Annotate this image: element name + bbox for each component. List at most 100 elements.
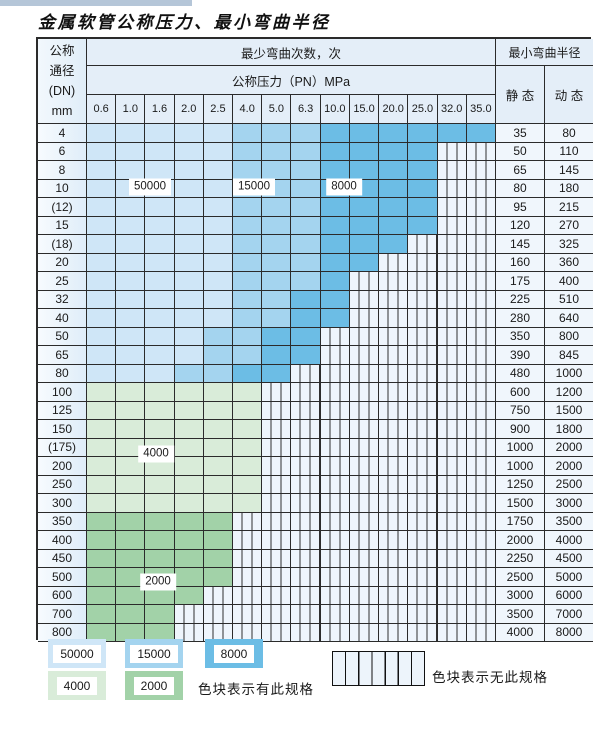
cell-zone-2000 xyxy=(203,531,234,550)
cell-zone-15000 xyxy=(262,309,292,328)
cell-dynamic: 4500 xyxy=(545,549,593,568)
cell-no-spec xyxy=(349,512,380,531)
cell-no-spec xyxy=(262,549,292,568)
header-bend-radius: 最小弯曲半径 xyxy=(496,39,593,66)
legend-swatch-8000: 8000 xyxy=(205,639,263,668)
cell-zone-4000 xyxy=(174,420,204,439)
cell-no-spec xyxy=(320,438,350,457)
cell-no-spec xyxy=(437,179,467,198)
cell-zone-15000 xyxy=(203,346,234,365)
cell-no-spec xyxy=(408,253,438,272)
cell-zone-4000 xyxy=(174,475,204,494)
cell-no-spec xyxy=(466,531,496,550)
cell-dynamic: 215 xyxy=(545,198,593,217)
cell-zone-15000 xyxy=(233,235,263,254)
cell-zone-4000 xyxy=(233,475,263,494)
cell-zone-8000 xyxy=(466,124,496,143)
cell-zone-8000 xyxy=(320,290,350,309)
cell-zone-8000 xyxy=(408,142,438,161)
cell-no-spec xyxy=(408,346,438,365)
cell-zone-50000 xyxy=(87,198,117,217)
cell-zone-8000 xyxy=(379,198,409,217)
cell-no-spec xyxy=(291,438,321,457)
cell-zone-50000 xyxy=(145,161,175,180)
cell-no-spec xyxy=(349,401,380,420)
cell-static: 2500 xyxy=(496,568,545,587)
cell-no-spec xyxy=(349,549,380,568)
cell-zone-4000 xyxy=(87,420,117,439)
cell-no-spec xyxy=(349,346,380,365)
cell-zone-15000 xyxy=(203,364,234,383)
cell-no-spec xyxy=(408,309,438,328)
cell-no-spec xyxy=(320,457,350,476)
cell-zone-8000 xyxy=(320,253,350,272)
cell-no-spec xyxy=(437,401,467,420)
cell-zone-50000 xyxy=(203,124,234,143)
cell-zone-2000 xyxy=(116,586,146,605)
cell-zone-15000 xyxy=(291,124,321,143)
cell-dynamic: 360 xyxy=(545,253,593,272)
cell-dynamic: 6000 xyxy=(545,586,593,605)
cell-zone-15000 xyxy=(174,364,204,383)
cell-dynamic: 400 xyxy=(545,272,593,291)
cell-zone-50000 xyxy=(203,216,234,235)
cell-no-spec xyxy=(262,586,292,605)
cell-zone-50000 xyxy=(203,142,234,161)
cell-no-spec xyxy=(466,272,496,291)
cell-zone-15000 xyxy=(291,216,321,235)
header-dn-line1: 公称 xyxy=(49,44,75,58)
cell-no-spec xyxy=(379,346,409,365)
cell-zone-8000 xyxy=(379,216,409,235)
cell-no-spec xyxy=(466,605,496,624)
cell-no-spec xyxy=(466,346,496,365)
cell-no-spec xyxy=(379,549,409,568)
cell-no-spec xyxy=(437,420,467,439)
cell-zone-8000 xyxy=(262,346,292,365)
cell-dn: (175) xyxy=(38,438,87,457)
cell-no-spec xyxy=(291,549,321,568)
cell-no-spec xyxy=(379,457,409,476)
cell-static: 900 xyxy=(496,420,545,439)
pressure-tick: 2.5 xyxy=(203,95,234,124)
cell-zone-2000 xyxy=(145,512,175,531)
cell-zone-2000 xyxy=(145,605,175,624)
cell-dynamic: 145 xyxy=(545,161,593,180)
pressure-tick: 0.6 xyxy=(87,95,117,124)
cell-static: 1250 xyxy=(496,475,545,494)
cell-zone-50000 xyxy=(174,309,204,328)
cell-dn: 15 xyxy=(38,216,87,235)
cell-zone-8000 xyxy=(320,198,350,217)
cell-static: 35 xyxy=(496,124,545,143)
cell-zone-2000 xyxy=(116,531,146,550)
cell-static: 65 xyxy=(496,161,545,180)
cell-no-spec xyxy=(262,457,292,476)
cell-dn: 6 xyxy=(38,142,87,161)
cell-no-spec xyxy=(408,568,438,587)
cell-no-spec xyxy=(233,586,263,605)
cell-static: 1750 xyxy=(496,512,545,531)
cell-no-spec xyxy=(408,272,438,291)
cell-static: 145 xyxy=(496,235,545,254)
cell-zone-50000 xyxy=(174,290,204,309)
cell-zone-15000 xyxy=(233,272,263,291)
cell-no-spec xyxy=(349,568,380,587)
cell-zone-2000 xyxy=(174,549,204,568)
cell-zone-2000 xyxy=(116,512,146,531)
cell-zone-50000 xyxy=(87,216,117,235)
cell-zone-4000 xyxy=(116,383,146,402)
cell-zone-4000 xyxy=(145,475,175,494)
cell-zone-4000 xyxy=(87,438,117,457)
header-pressure-title: 公称压力（PN）MPa xyxy=(87,66,496,95)
cell-zone-50000 xyxy=(116,309,146,328)
cell-dn: 350 xyxy=(38,512,87,531)
cell-zone-2000 xyxy=(174,531,204,550)
cell-no-spec xyxy=(466,327,496,346)
cell-zone-2000 xyxy=(145,586,175,605)
cell-no-spec xyxy=(408,531,438,550)
header-dn-line3: (DN) xyxy=(48,84,76,98)
cell-no-spec xyxy=(320,364,350,383)
header-dynamic: 动 态 xyxy=(545,66,593,124)
cell-zone-50000 xyxy=(116,327,146,346)
cell-no-spec xyxy=(320,327,350,346)
cell-no-spec xyxy=(466,512,496,531)
